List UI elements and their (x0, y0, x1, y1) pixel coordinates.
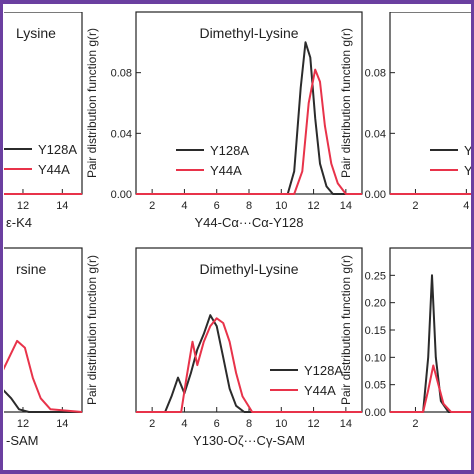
x-tick-label: 6 (214, 200, 220, 212)
x-axis-label: -SAM (6, 433, 39, 448)
legend-label: Y44A (38, 162, 70, 177)
frame-border-top (0, 0, 474, 4)
legend-label: Y128A (464, 143, 474, 158)
panel-title: Dimethyl-Lysine (199, 261, 298, 277)
x-tick-label: 4 (181, 200, 187, 212)
x-tick-label: 2 (412, 418, 418, 430)
x-tick-label: 12 (307, 418, 319, 430)
y-axis-label: Pair distribution function g(r) (339, 28, 353, 178)
panel-top-right: 2 4 0.00 0.04 0.08 Pair distribution function… (339, 12, 474, 212)
frame-border-bottom (0, 470, 474, 474)
panel-top-middle: 2 4 6 8 10 12 14 0.00 0.04 0.08 Dimethyl-Lysine Y44… (85, 11, 363, 230)
series-line-y128a (4, 389, 82, 413)
y-axis-label: Pair distribution function g(r) (339, 255, 353, 405)
y-tick-label: 0.00 (111, 189, 132, 201)
panel-bottom-middle: 2 4 6 8 10 12 14 Dimethyl-Lysine Y130-Oζ···Cγ-SA… (85, 247, 363, 448)
x-tick-label: 12 (17, 200, 29, 212)
panel-bottom-left: 12 14 rsine -SAM (4, 247, 83, 448)
x-tick-label: 10 (275, 418, 287, 430)
x-tick-label: 12 (307, 200, 319, 212)
legend-label: Y44A (210, 163, 242, 178)
x-tick-label: 4 (463, 200, 469, 212)
panel-bottom-right: 2 0.00 0.05 0.10 0.15 0.20 0.25 Pair distributi… (339, 247, 471, 430)
series-line-y44a (4, 339, 83, 413)
y-tick-label: 0.04 (111, 128, 132, 140)
x-tick-label: 14 (56, 418, 68, 430)
y-tick-label: 0.10 (365, 352, 386, 364)
frame-border-left (0, 0, 3, 474)
x-tick-label: 2 (149, 418, 155, 430)
y-tick-label: 0.05 (365, 380, 386, 392)
x-tick-label: 8 (246, 200, 252, 212)
legend-label: Y44A (464, 163, 474, 178)
y-tick-label: 0.25 (365, 270, 386, 282)
x-tick-label: 14 (340, 418, 352, 430)
series-line-y44a (136, 68, 362, 195)
y-tick-label: 0.00 (365, 189, 386, 201)
x-axis-label: ε-K4 (6, 215, 32, 230)
x-tick-label: 6 (214, 418, 220, 430)
legend-label: Y44A (304, 383, 336, 398)
series-line-y128a (390, 274, 471, 413)
series-line-y128a (136, 314, 362, 413)
frame-border-right (471, 0, 474, 474)
legend-label: Y128A (304, 363, 343, 378)
legend-label: Y128A (210, 143, 249, 158)
x-tick-label: 10 (275, 200, 287, 212)
y-axis-label: Pair distribution function g(r) (85, 255, 99, 405)
panel-title: Lysine (16, 25, 56, 41)
series-line-y44a (390, 364, 471, 413)
series-line-y128a (136, 41, 362, 195)
series-line-y44a (136, 317, 362, 413)
x-tick-label: 14 (340, 200, 352, 212)
y-tick-label: 0.08 (365, 68, 386, 80)
y-tick-label: 0.00 (365, 407, 386, 419)
y-tick-label: 0.08 (111, 68, 132, 80)
y-tick-label: 0.20 (365, 298, 386, 310)
x-tick-label: 2 (412, 200, 418, 212)
plot-frame (389, 247, 471, 413)
x-tick-label: 14 (56, 200, 68, 212)
legend-label: Y128A (38, 142, 77, 157)
plot-frame (4, 247, 83, 413)
y-axis-label: Pair distribution function g(r) (85, 28, 99, 178)
y-tick-label: 0.04 (365, 128, 386, 140)
plot-frame (389, 12, 471, 195)
x-tick-label: 8 (246, 418, 252, 430)
x-axis-label: Y130-Oζ···Cγ-SAM (193, 433, 305, 448)
x-tick-label: 4 (181, 418, 187, 430)
x-tick-label: 12 (17, 418, 29, 430)
y-tick-label: 0.15 (365, 325, 386, 337)
x-axis-label: Y44-Cα···Cα-Y128 (195, 215, 304, 230)
x-tick-label: 2 (149, 200, 155, 212)
panel-title: rsine (16, 261, 47, 277)
panel-title: Dimethyl-Lysine (199, 25, 298, 41)
